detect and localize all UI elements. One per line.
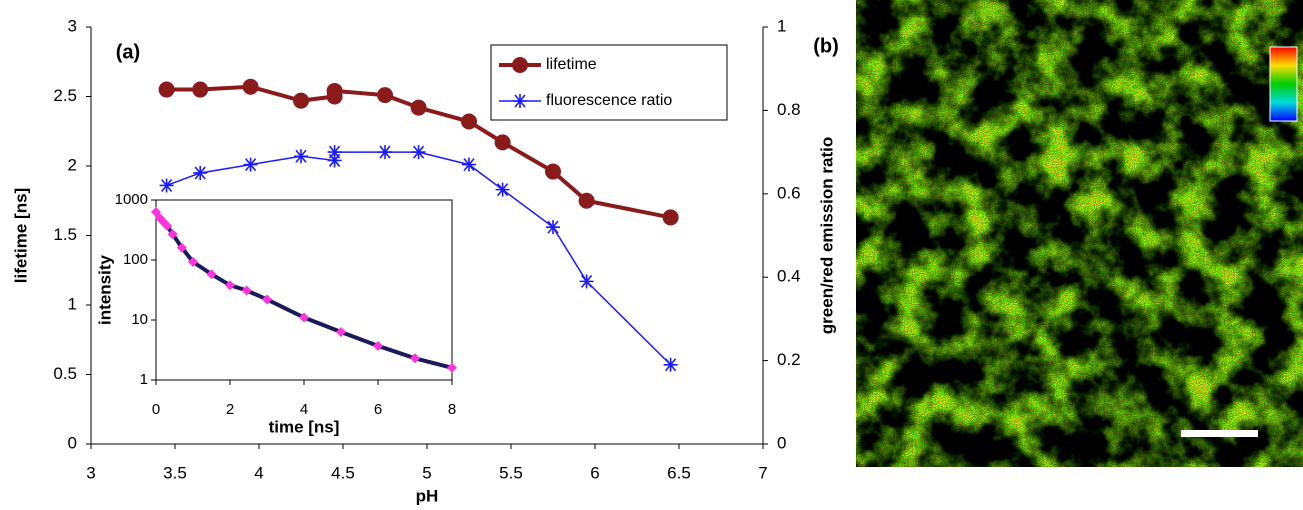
marker [299, 312, 309, 323]
marker [377, 87, 393, 104]
marker [447, 362, 457, 373]
marker [513, 94, 527, 108]
y-tick-label: 0 [68, 433, 77, 452]
y-tick-label: 1 [68, 294, 77, 313]
x-axis-title: time [ns] [269, 417, 340, 436]
inset-chart: 0 2 4 6 8 1 10 100 1000 time [ns] intensity [95, 191, 457, 436]
y-tick-label: 2 [68, 155, 77, 174]
marker [546, 220, 560, 235]
x-tick-label: 5.5 [499, 463, 523, 482]
y-axis-title: intensity [95, 255, 114, 325]
y-tick-label: 3 [68, 16, 77, 35]
marker [162, 220, 173, 231]
marker [293, 92, 309, 109]
panel-label: (a) [116, 41, 140, 63]
marker [579, 274, 594, 289]
marker [327, 145, 342, 160]
y-tick-label: 1 [140, 371, 148, 388]
panel-label: (b) [813, 35, 839, 57]
marker [495, 182, 510, 197]
x-tick-label: 5 [422, 463, 431, 482]
marker [193, 165, 208, 180]
marker [188, 256, 198, 267]
scale-bar [1181, 430, 1258, 437]
y-tick-label: 10 [131, 311, 148, 328]
marker [373, 340, 383, 351]
marker [241, 285, 252, 296]
marker [326, 82, 343, 99]
marker [262, 294, 272, 305]
micrograph [856, 0, 1303, 467]
inset-background [155, 199, 453, 381]
marker [243, 157, 258, 172]
x-axis-title: pH [416, 486, 439, 505]
y2-tick-label: 0.8 [777, 100, 801, 119]
marker [410, 353, 420, 364]
x-tick-label: 6 [590, 463, 599, 482]
marker [662, 209, 679, 226]
marker [494, 134, 511, 151]
marker [663, 357, 678, 372]
y-tick-label: 1000 [115, 191, 148, 208]
marker [294, 149, 308, 164]
x-tick-label: 6.5 [667, 463, 691, 482]
marker [411, 145, 426, 160]
marker [578, 192, 595, 209]
x-tick-label: 7 [758, 463, 767, 482]
marker [206, 269, 217, 280]
legend: lifetime fluorescence ratio [490, 44, 728, 121]
marker [378, 145, 392, 160]
y2-tick-label: 0.6 [777, 183, 801, 202]
y2-tick-label: 0.2 [777, 350, 801, 369]
x-tick-label: 8 [448, 401, 456, 418]
marker [327, 153, 342, 168]
x-tick-label: 4 [254, 463, 263, 482]
y-tick-label: 2.5 [53, 86, 77, 105]
x-tick-label: 4.5 [331, 463, 355, 482]
y-tick-label: 100 [123, 251, 148, 268]
legend-label: fluorescence ratio [546, 92, 672, 109]
main-chart: 3 3.5 4 4.5 5 5.5 6 6.5 700.511.522.5300.20.40.6… [11, 16, 836, 505]
x-tick-label: 3 [86, 463, 95, 482]
marker [159, 178, 174, 193]
colorbar [1269, 46, 1298, 122]
y2-tick-label: 0.4 [777, 267, 801, 286]
x-tick-label: 0 [152, 401, 160, 418]
x-tick-label: 6 [374, 401, 382, 418]
x-tick-label: 2 [226, 401, 234, 418]
y-axis-title: lifetime [ns] [11, 188, 30, 283]
marker [167, 229, 178, 240]
marker [512, 57, 528, 73]
image-panel: (b) [813, 0, 1303, 467]
y-tick-label: 1.5 [53, 225, 77, 244]
y2-axis-title: green/red emission ratio [817, 137, 836, 334]
legend-box [490, 44, 728, 121]
marker [242, 78, 259, 95]
marker [176, 242, 187, 253]
marker [336, 327, 346, 338]
y2-tick-label: 1 [777, 16, 786, 35]
marker [158, 81, 175, 98]
marker [545, 163, 561, 180]
x-tick-label: 3.5 [163, 463, 187, 482]
legend-label: lifetime [546, 56, 597, 73]
y2-tick-label: 0 [777, 433, 786, 452]
y-tick-label: 0.5 [53, 364, 77, 383]
marker [410, 99, 427, 116]
marker [462, 157, 476, 172]
marker [192, 81, 209, 98]
marker [225, 280, 235, 291]
marker [461, 113, 477, 130]
x-tick-label: 4 [300, 401, 308, 418]
